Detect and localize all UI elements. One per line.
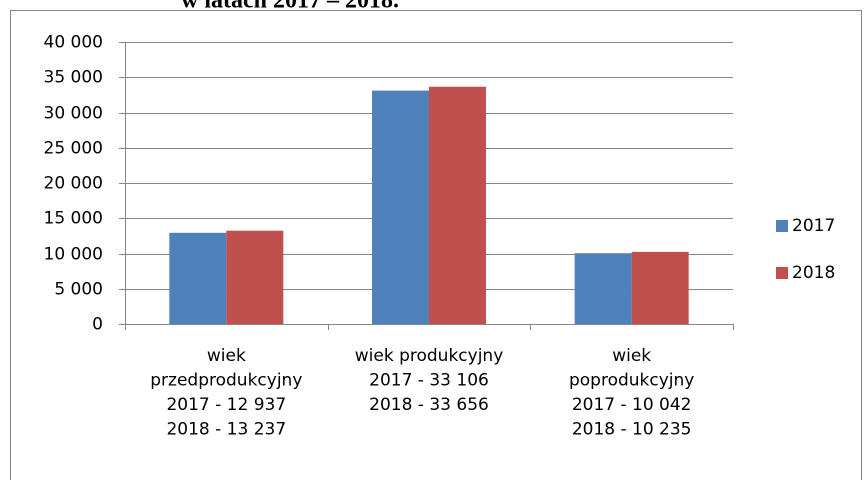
x-tick-label: 2018 - 13 237: [166, 420, 286, 440]
x-tick-label: 2017 - 10 042: [572, 395, 692, 415]
y-tick-label: 40 000: [44, 33, 103, 53]
x-tick-label: 2017 - 12 937: [166, 395, 286, 415]
chart-frame: [10, 10, 862, 480]
x-tick-label: 2017 - 33 106: [369, 371, 489, 391]
legend-swatch: [776, 220, 788, 232]
y-tick-label: 10 000: [44, 245, 103, 265]
y-tick-label: 0: [92, 315, 103, 335]
bar: [574, 253, 632, 324]
bar: [631, 251, 689, 324]
y-tick-label: 20 000: [44, 174, 103, 194]
x-tick-label: wiek: [612, 346, 651, 366]
title-backdrop: [120, 0, 480, 9]
y-tick-label: 25 000: [44, 139, 103, 159]
y-tick-label: 15 000: [44, 209, 103, 229]
legend-swatch: [776, 267, 788, 279]
chart-title: w latach 2017 – 2018.: [181, 0, 399, 14]
bar: [169, 232, 227, 324]
x-tick-label: 2018 - 10 235: [572, 420, 692, 440]
legend-label: 2017: [792, 216, 835, 236]
x-tick-label: przedprodukcyjny: [150, 371, 302, 391]
x-tick-label: wiek produkcyjny: [355, 346, 504, 366]
x-tick-label: poprodukcyjny: [569, 371, 694, 391]
bar: [226, 230, 284, 324]
bar: [429, 86, 486, 325]
y-tick-label: 30 000: [44, 104, 103, 124]
y-tick-label: 35 000: [44, 68, 103, 88]
x-tick-label: 2018 - 33 656: [369, 395, 489, 415]
x-tick-label: wiek: [207, 346, 246, 366]
bar: [372, 90, 429, 325]
y-tick-label: 5 000: [54, 280, 103, 300]
legend-label: 2018: [792, 263, 835, 283]
